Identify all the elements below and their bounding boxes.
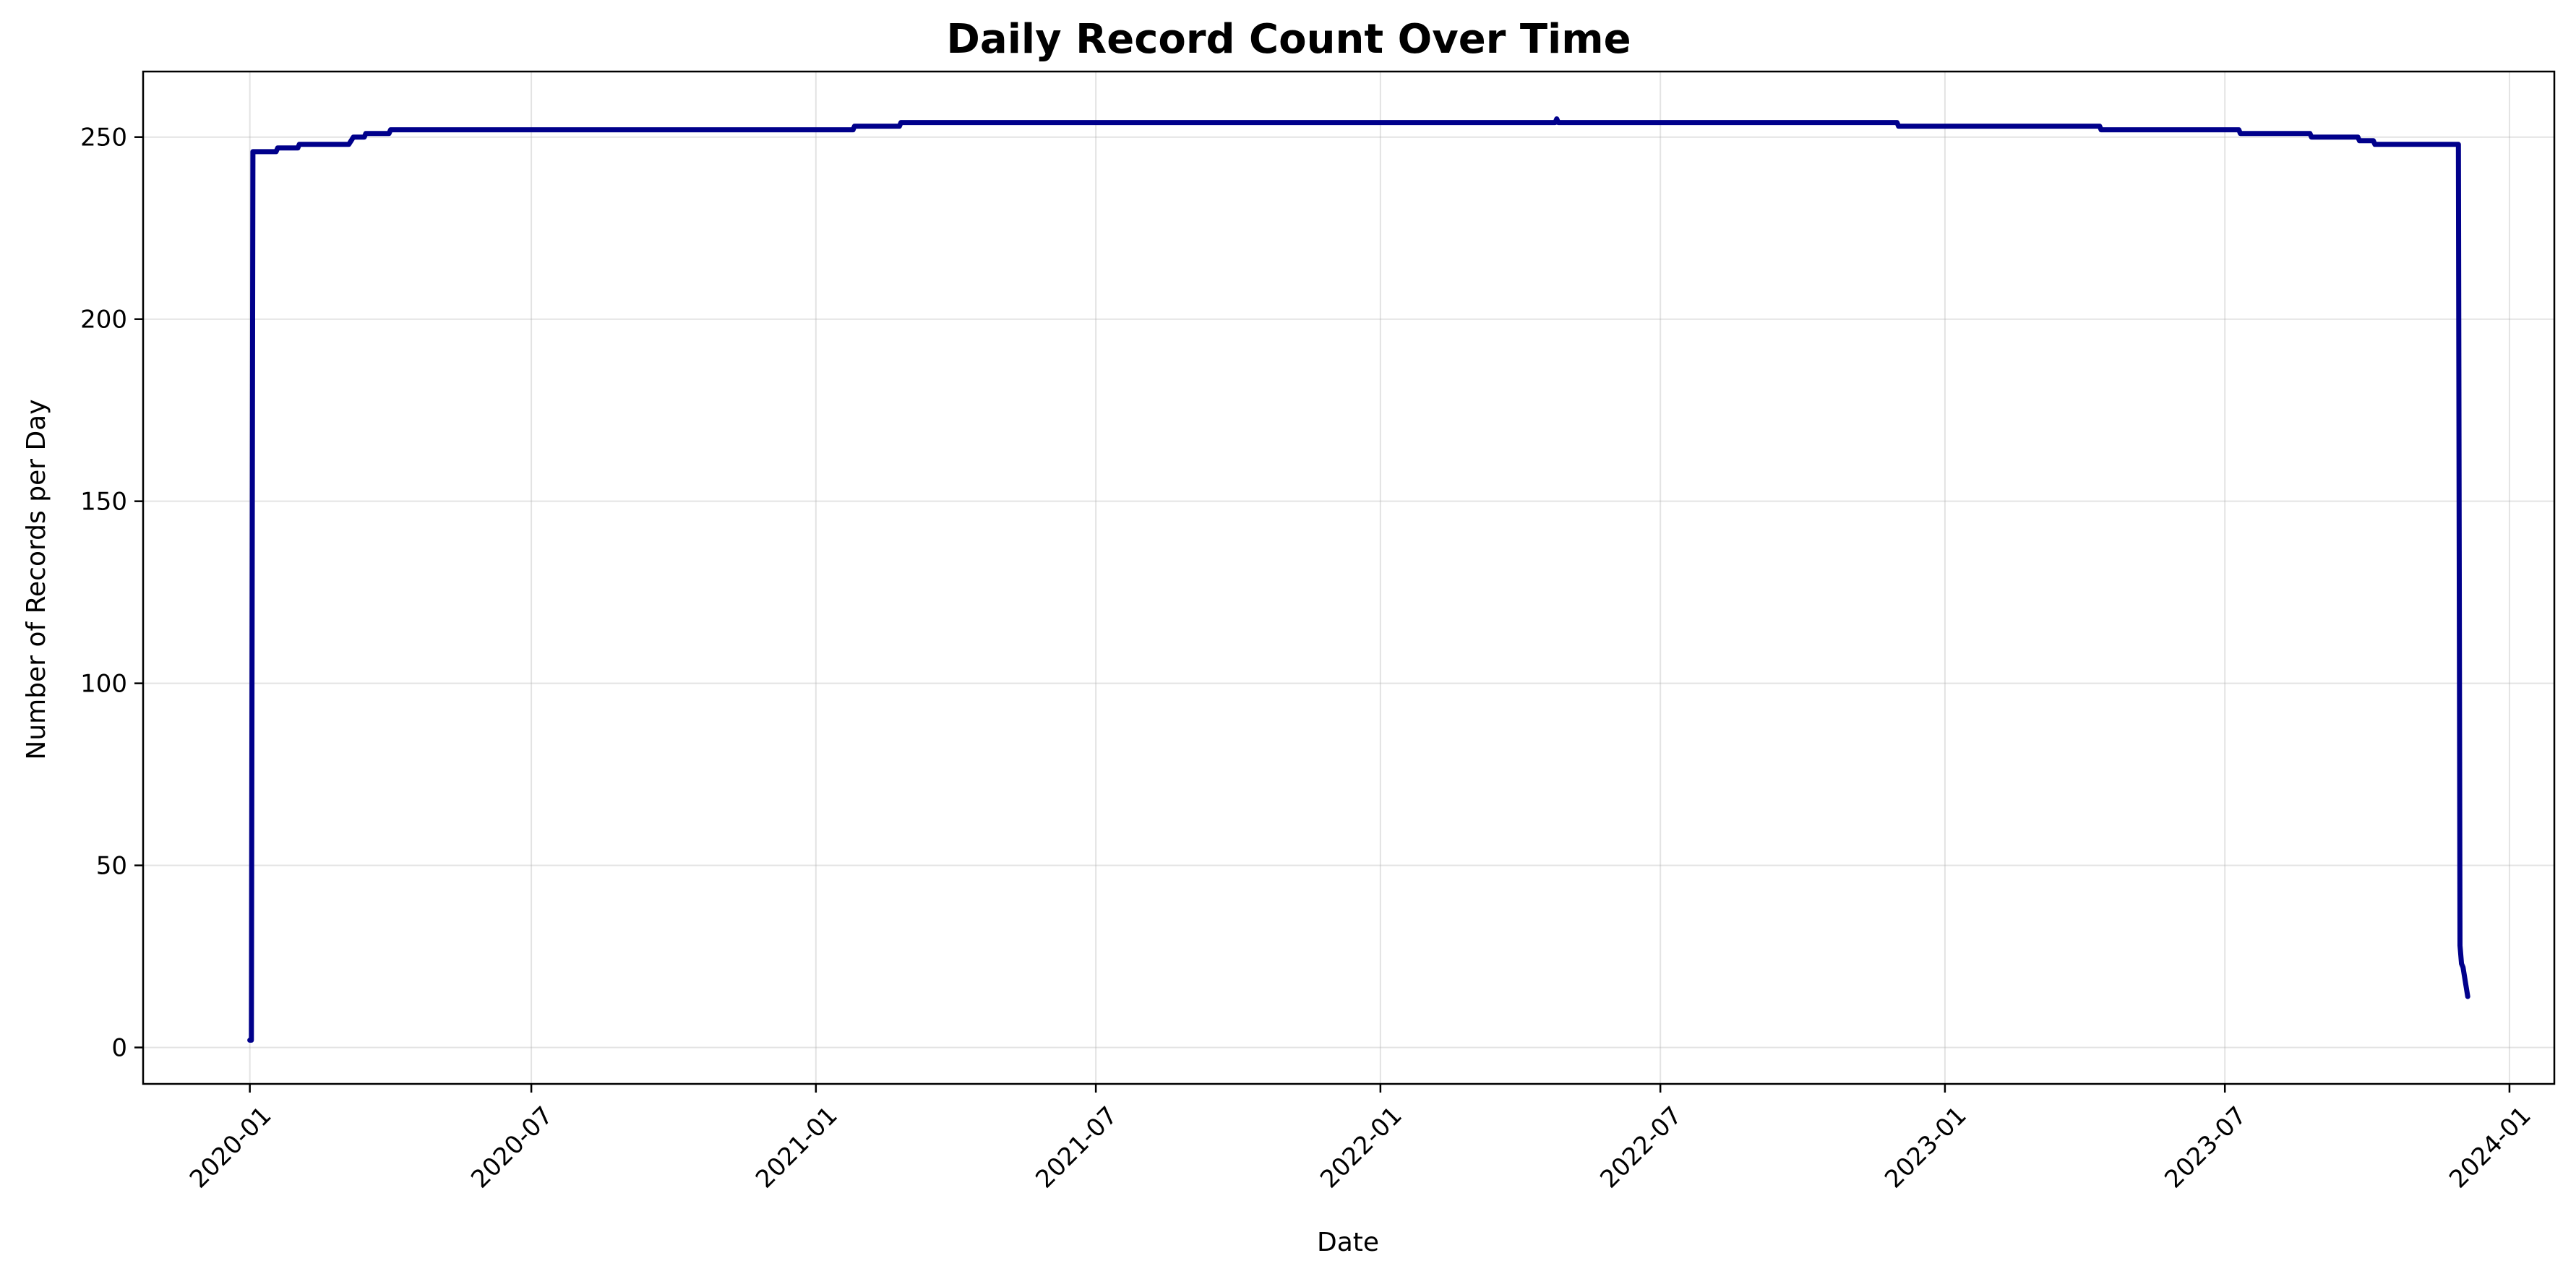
x-tick-label: 2021-07: [1030, 1101, 1123, 1194]
x-tick-label: 2022-07: [1594, 1101, 1688, 1194]
chart-title: Daily Record Count Over Time: [946, 16, 1631, 63]
y-tick-label: 50: [96, 852, 127, 881]
y-axis-label: Number of Records per Day: [22, 399, 51, 759]
y-axis: 0 50 100 150 200 250: [80, 124, 143, 1063]
y-tick-label: 100: [80, 670, 127, 699]
x-tick-label: 2023-07: [2159, 1101, 2252, 1194]
x-tick-label: 2023-01: [1879, 1101, 1972, 1194]
y-tick-label: 200: [80, 306, 127, 335]
plot-frame: [142, 70, 2556, 1085]
series-layer: [247, 116, 2470, 1043]
x-axis-label: Date: [1317, 1228, 1379, 1257]
x-tick-label: 2024-01: [2444, 1101, 2537, 1194]
y-tick-label: 0: [111, 1034, 127, 1063]
x-tick-label: 2020-07: [465, 1101, 559, 1194]
x-tick-label: 2021-01: [750, 1101, 843, 1194]
x-tick-label: 2020-01: [184, 1101, 278, 1194]
x-axis: 2020-01 2020-07 2021-01 2021-07 2022-01 2022-…: [184, 1084, 2537, 1194]
y-tick-label: 150: [80, 488, 127, 517]
y-tick-label: 250: [80, 124, 127, 152]
series-line-daily-record-count: [247, 116, 2470, 1043]
grid: [143, 72, 2554, 1084]
x-tick-label: 2022-01: [1315, 1101, 1408, 1194]
